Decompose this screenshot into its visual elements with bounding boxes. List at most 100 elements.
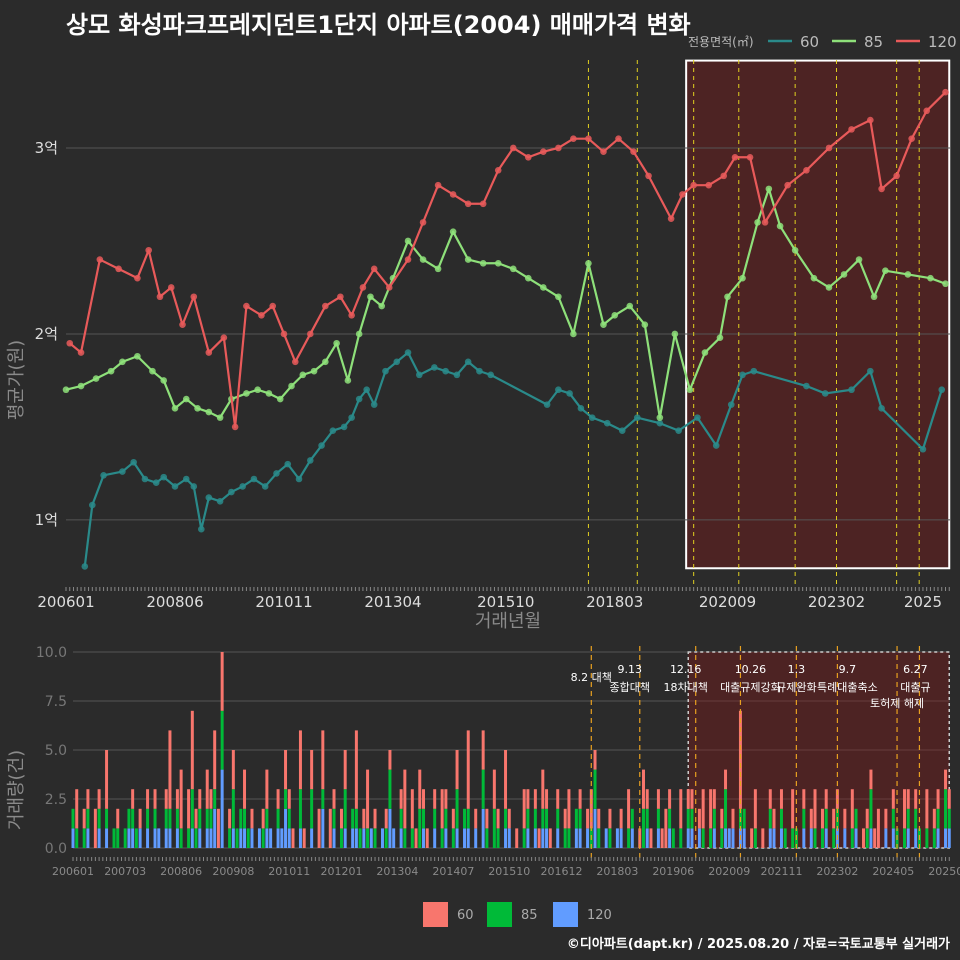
volume-bar-85 (832, 828, 836, 848)
series-point-85 (216, 414, 224, 421)
series-point-60 (205, 494, 213, 501)
volume-bar-120 (399, 828, 403, 848)
volume-bar-85 (492, 808, 496, 848)
series-point-120 (231, 423, 239, 431)
volume-x-tick: 202405 (872, 865, 914, 878)
volume-bar-60 (779, 789, 783, 809)
volume-bar-85 (720, 828, 724, 848)
volume-bar-60 (906, 789, 910, 809)
volume-bar-120 (343, 828, 347, 848)
volume-bar-85 (231, 789, 235, 829)
series-point-60 (739, 371, 746, 379)
series-point-60 (633, 414, 641, 421)
volume-legend-swatch-85 (487, 902, 512, 927)
series-point-85 (904, 271, 912, 278)
volume-bar-85 (123, 828, 127, 848)
series-point-60 (487, 371, 495, 379)
series-point-85 (119, 358, 126, 366)
volume-bar-85 (243, 808, 247, 829)
volume-bar-120 (97, 828, 101, 848)
series-point-60 (307, 457, 314, 464)
volume-bar-120 (541, 828, 545, 848)
series-point-85 (367, 293, 374, 301)
volume-bar-60 (362, 808, 366, 829)
series-point-60 (370, 401, 378, 408)
volume-bar-85 (358, 828, 362, 848)
volume-bar-60 (876, 808, 880, 848)
volume-bar-60 (168, 730, 172, 809)
volume-bar-120 (280, 828, 284, 848)
volume-bar-60 (686, 789, 690, 809)
series-point-85 (791, 246, 799, 254)
volume-bar-85 (545, 808, 549, 829)
volume-bar-120 (433, 828, 437, 848)
volume-bar-120 (656, 828, 660, 848)
volume-bar-60 (753, 789, 757, 829)
volume-bar-60 (466, 730, 470, 809)
series-point-60 (89, 501, 96, 509)
volume-bar-85 (563, 828, 567, 848)
volume-bar-60 (884, 808, 888, 829)
volume-bar-85 (246, 828, 250, 848)
series-point-85 (686, 386, 694, 394)
volume-bar-120 (250, 828, 254, 848)
series-point-120 (555, 144, 562, 152)
volume-bar-85 (824, 808, 828, 829)
series-point-60 (577, 405, 585, 412)
series-line-120 (69, 91, 947, 429)
volume-bar-60 (660, 828, 664, 848)
series-point-120 (848, 126, 855, 133)
volume-bar-85 (779, 808, 783, 829)
volume-bar-85 (668, 808, 672, 829)
volume-bar-85 (854, 808, 858, 829)
series-point-85 (701, 349, 709, 356)
volume-bar-60 (843, 808, 847, 829)
volume-bar-120 (630, 828, 634, 848)
policy-annotation: 토허제 해제 (870, 696, 924, 710)
volume-bar-85 (265, 808, 269, 829)
volume-bar-85 (451, 828, 455, 848)
volume-bar-120 (809, 828, 813, 848)
volume-bar-60 (310, 750, 314, 790)
volume-bar-120 (138, 828, 142, 848)
volume-bar-60 (399, 789, 403, 809)
volume-y-tick: 2.5 (45, 792, 67, 808)
series-point-60 (295, 475, 303, 483)
series-point-120 (585, 135, 592, 142)
series-point-120 (509, 144, 517, 152)
volume-bar-120 (768, 828, 772, 848)
volume-bar-120 (190, 828, 194, 848)
series-point-85 (509, 265, 517, 273)
volume-bar-60 (164, 789, 168, 809)
price-y-tick: 2억 (35, 325, 58, 343)
volume-bar-60 (709, 789, 713, 829)
price-x-tick: 200601 (37, 593, 94, 611)
volume-bar-120 (604, 828, 608, 848)
series-point-120 (337, 293, 344, 301)
volume-bar-85 (944, 789, 948, 829)
volume-bar-120 (127, 828, 131, 848)
volume-bar-85 (354, 808, 358, 829)
volume-bar-60 (862, 828, 865, 848)
volume-bar-85 (71, 808, 75, 829)
volume-bar-85 (593, 769, 597, 809)
policy-annotation: 대출규제강화 (720, 681, 781, 694)
policy-annotation: 대출규 (900, 681, 930, 694)
volume-bar-120 (742, 828, 746, 848)
series-point-85 (134, 352, 141, 360)
volume-bar-120 (444, 828, 448, 848)
series-point-120 (145, 246, 152, 254)
series-point-60 (171, 483, 179, 490)
volume-bar-120 (906, 828, 910, 848)
volume-bar-120 (843, 828, 847, 848)
volume-bar-60 (198, 789, 202, 809)
series-point-85 (611, 312, 619, 319)
volume-bar-85 (556, 808, 560, 829)
series-point-85 (671, 330, 679, 338)
series-point-85 (288, 382, 295, 390)
volume-x-tick: 202302 (816, 865, 858, 878)
volume-bar-85 (444, 808, 448, 829)
volume-bar-120 (724, 828, 728, 848)
volume-bar-120 (645, 828, 649, 848)
volume-bar-85 (485, 828, 489, 848)
